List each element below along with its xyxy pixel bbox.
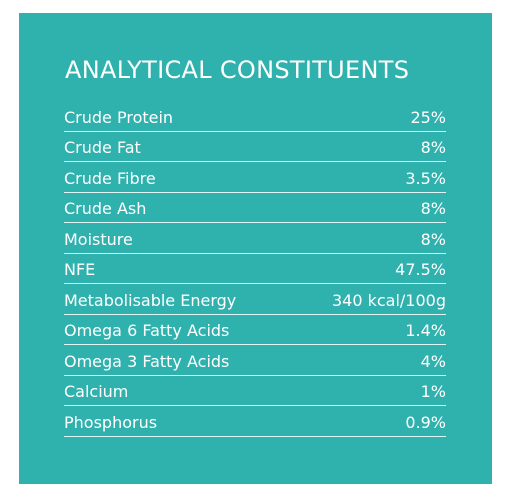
row-value: 8%	[420, 229, 446, 249]
table-row: Crude Protein 25%	[64, 101, 446, 132]
table-row: Moisture 8%	[64, 223, 446, 254]
row-label: Phosphorus	[64, 412, 158, 432]
table-row: Crude Fibre 3.5%	[64, 162, 446, 193]
row-value: 1.4%	[405, 321, 446, 340]
row-label: Omega 6 Fatty Acids	[64, 321, 230, 340]
table-row: Crude Ash 8%	[64, 193, 446, 223]
row-value: 1%	[420, 382, 446, 401]
row-value: 47.5%	[395, 260, 446, 279]
analytical-constituents-panel: ANALYTICAL CONSTITUENTS Crude Protein 25…	[19, 13, 492, 484]
row-value: 8%	[420, 199, 446, 218]
constituents-table: Crude Protein 25% Crude Fat 8% Crude Fib…	[64, 101, 446, 437]
row-label: Moisture	[64, 229, 133, 249]
table-row: Omega 6 Fatty Acids 1.4%	[64, 315, 446, 345]
row-value: 340 kcal/100g	[331, 290, 446, 310]
row-value: 4%	[420, 351, 446, 371]
table-row: Omega 3 Fatty Acids 4%	[64, 345, 446, 376]
row-label: Omega 3 Fatty Acids	[64, 351, 230, 371]
row-label: Metabolisable Energy	[64, 290, 237, 310]
row-value: 0.9%	[405, 412, 446, 432]
row-value: 3.5%	[405, 168, 446, 188]
row-label: Crude Fat	[64, 138, 141, 157]
row-label: Crude Ash	[64, 199, 147, 218]
table-row: Calcium 1%	[64, 376, 446, 406]
table-row: Phosphorus 0.9%	[64, 406, 446, 437]
row-label: Crude Fibre	[64, 168, 156, 188]
row-label: Crude Protein	[64, 107, 174, 127]
table-row: NFE 47.5%	[64, 254, 446, 284]
table-row: Crude Fat 8%	[64, 132, 446, 162]
row-label: Calcium	[64, 382, 129, 401]
row-value: 8%	[420, 138, 446, 157]
panel-title: ANALYTICAL CONSTITUENTS	[65, 56, 410, 84]
table-row: Metabolisable Energy 340 kcal/100g	[64, 284, 446, 315]
row-label: NFE	[64, 260, 96, 279]
row-value: 25%	[410, 107, 446, 127]
